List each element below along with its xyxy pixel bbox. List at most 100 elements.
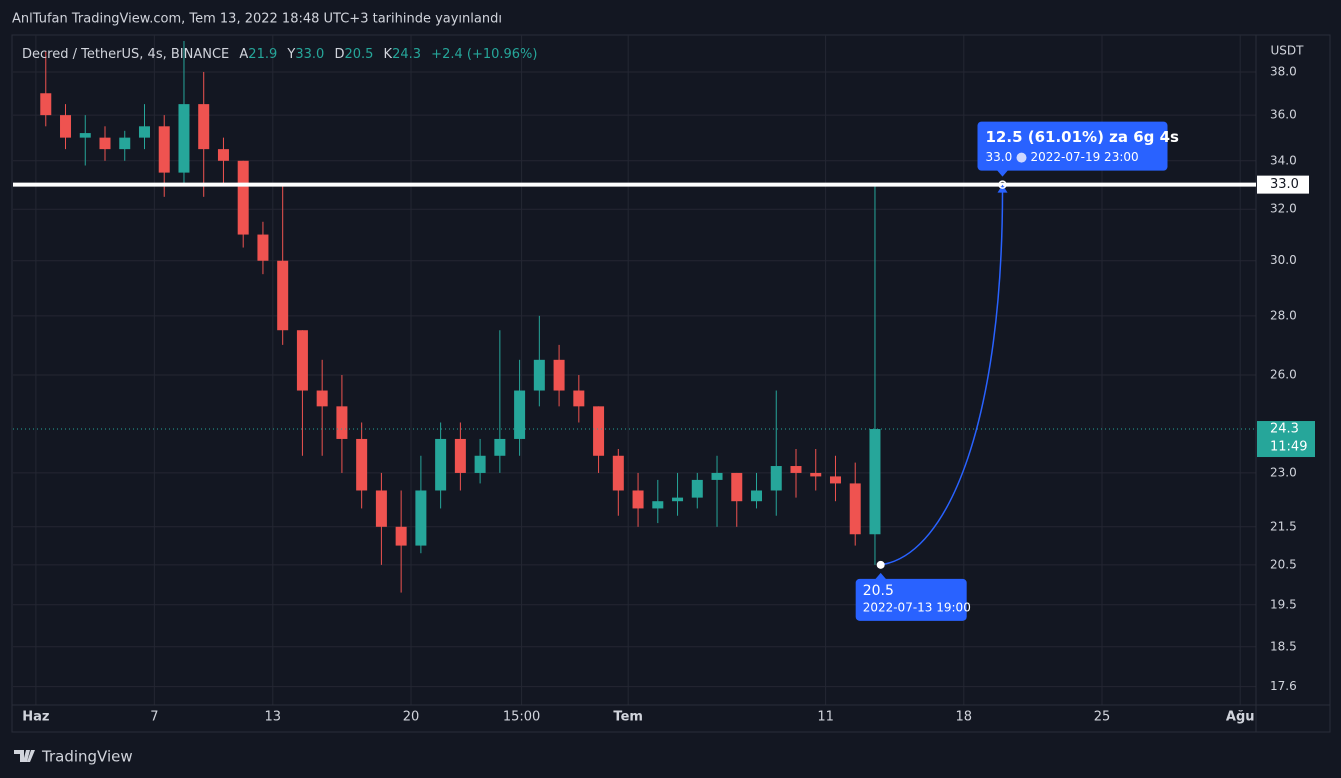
candle-body: [435, 438, 447, 491]
measure-curve: [880, 190, 1004, 566]
candle-body: [356, 438, 368, 491]
x-tick-label: 15:00: [503, 710, 540, 725]
x-tick-label: 25: [1094, 710, 1111, 725]
measure-box-tip: [874, 572, 887, 580]
candle-body: [494, 438, 506, 456]
legend-label: D: [334, 47, 344, 62]
y-tick-label: 32.0: [1270, 202, 1297, 216]
legend-value: 24.3: [392, 47, 421, 62]
last-price-box: [1257, 421, 1315, 458]
candle-body: [691, 479, 703, 498]
candle-body: [849, 483, 861, 535]
candle-body: [672, 497, 684, 502]
y-tick-label: 17.6: [1270, 679, 1297, 693]
candle-body: [553, 359, 565, 391]
y-tick-label: 28.0: [1270, 308, 1297, 322]
candle-body: [119, 137, 131, 150]
legend-value: 21.9: [248, 47, 277, 62]
symbol: Decred / TetherUS, 4s, BINANCE: [22, 47, 229, 62]
candle-body: [711, 472, 723, 480]
y-tick-label: 19.5: [1270, 597, 1297, 611]
candle-body: [277, 260, 289, 331]
x-tick-label: 18: [956, 710, 973, 725]
y-tick-label: 18.5: [1270, 639, 1297, 653]
candle-body: [869, 429, 881, 535]
currency: USDT: [1271, 44, 1305, 58]
y-tick-label: 30.0: [1270, 253, 1297, 267]
y-tick-label: 20.5: [1270, 557, 1297, 571]
x-tick-label: Tem: [613, 710, 643, 725]
hline-box: [1257, 175, 1309, 194]
candle-body: [316, 390, 328, 407]
measure-end-date: 2022-07-19 23:00: [1031, 150, 1139, 164]
page-title: AnlTufan TradingView.com, Tem 13, 2022 1…: [12, 12, 502, 27]
candle-body: [198, 104, 210, 150]
candle-body: [573, 390, 585, 407]
candle-body: [415, 490, 427, 546]
candle-body: [612, 455, 624, 491]
legend: Decred / TetherUS, 4s, BINANCE A21.9 Y33…: [22, 47, 537, 62]
legend-label: Y: [286, 47, 295, 62]
y-tick-label: 38.0: [1270, 64, 1297, 78]
candle-body: [138, 126, 150, 138]
y-tick-label: 26.0: [1270, 368, 1297, 382]
candle-body: [632, 490, 644, 509]
legend-label: K: [384, 47, 393, 62]
y-tick-label: 36.0: [1270, 108, 1297, 122]
x-tick-label: 13: [265, 710, 282, 725]
candle-body: [158, 126, 170, 173]
x-tick-label: 20: [403, 710, 420, 725]
y-tick-label: 23.0: [1270, 465, 1297, 479]
candle-body: [257, 234, 269, 261]
candle-body: [217, 149, 229, 161]
candle-body: [79, 133, 91, 138]
candle-body: [514, 390, 526, 439]
measure-box-tip: [996, 169, 1009, 177]
plot: [13, 41, 1256, 593]
measure-start-date: 2022-07-13 19:00: [863, 600, 971, 614]
hline-label: 33.0: [1270, 177, 1299, 192]
candle-body: [770, 466, 782, 491]
candle-body: [237, 160, 249, 235]
tradingview-logo: [14, 750, 35, 762]
x-tick-label: 7: [150, 710, 158, 725]
candle-body: [790, 466, 802, 473]
candle-body: [454, 438, 466, 473]
countdown-label: 11:49: [1270, 440, 1307, 455]
last-price-label: 24.3: [1270, 422, 1299, 437]
candle-body: [178, 104, 190, 173]
candle-body: [99, 137, 111, 150]
clock-icon: [1016, 152, 1027, 163]
candle-body: [533, 359, 545, 391]
candle-body: [336, 406, 348, 439]
candle-body: [829, 476, 841, 484]
measure-end: [998, 180, 1007, 189]
candle-body: [60, 115, 72, 138]
candle-body: [652, 501, 664, 509]
candle-body: [731, 472, 743, 502]
legend-value: 20.5: [344, 47, 373, 62]
x-tick-label: Haz: [22, 710, 49, 725]
candle-body: [474, 455, 486, 473]
candle-body: [40, 93, 52, 116]
candle-body: [296, 330, 308, 391]
x-tick-label: Ağu: [1226, 710, 1255, 725]
measure-box: [855, 578, 967, 621]
measure-start-price: 20.5: [863, 583, 894, 599]
frame: [11, 34, 1331, 733]
y-tick-label: 21.5: [1270, 519, 1297, 533]
measure-text: 12.5 (61.01%) za 6g 4s: [986, 128, 1180, 146]
measure-start: [876, 560, 885, 569]
candle-body: [751, 490, 763, 502]
candle-body: [810, 472, 822, 477]
x-tick-label: 11: [817, 710, 834, 725]
legend-change: +2.4 (+10.96%): [431, 47, 537, 62]
legend-label: A: [239, 47, 248, 62]
candle-body: [395, 526, 407, 546]
grid: [13, 35, 1256, 705]
candle-body: [375, 490, 387, 527]
footer-brand: TradingView: [41, 748, 133, 766]
y-tick-label: 34.0: [1270, 153, 1297, 167]
